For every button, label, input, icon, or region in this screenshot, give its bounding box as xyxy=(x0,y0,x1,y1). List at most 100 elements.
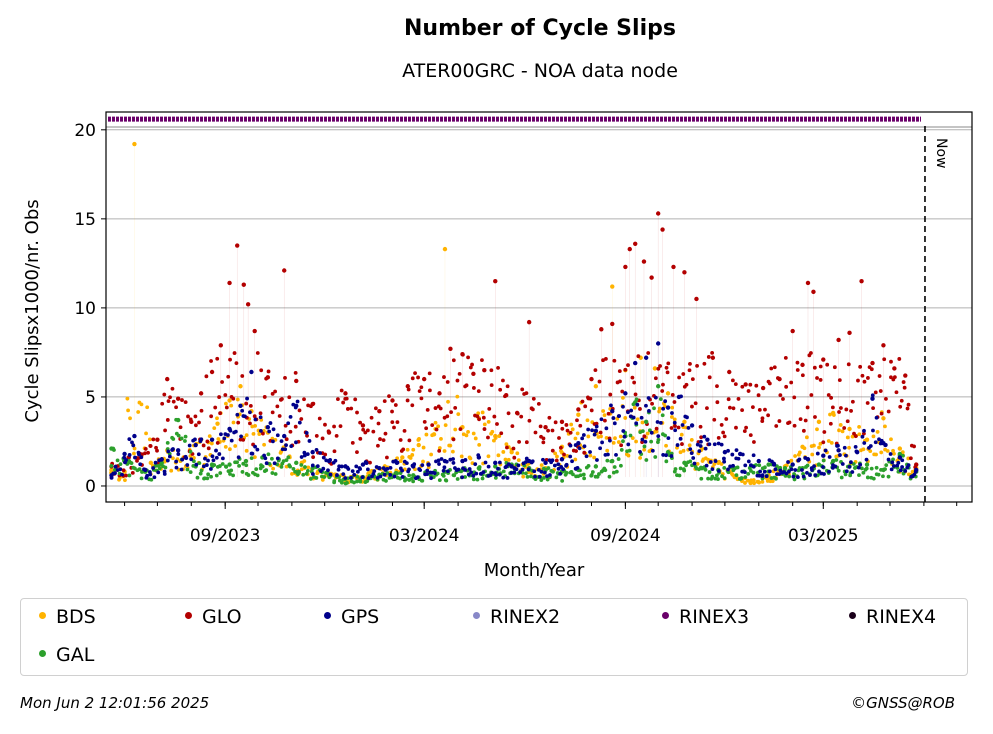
data-point-glo xyxy=(487,407,492,411)
data-point-bds xyxy=(229,403,234,408)
data-point-glo xyxy=(241,437,246,442)
data-point-glo xyxy=(884,396,888,401)
data-point-glo xyxy=(716,436,721,440)
y-tick-label: 5 xyxy=(85,388,96,408)
data-point-gps xyxy=(124,458,129,462)
data-point-gal xyxy=(229,468,234,473)
data-point-gps xyxy=(446,469,450,474)
data-point-gps xyxy=(131,443,136,448)
data-point-bds xyxy=(800,444,805,449)
x-tick-label: 03/2024 xyxy=(389,526,460,546)
data-point-glo xyxy=(682,270,687,275)
data-point-gps xyxy=(762,469,767,474)
data-point-bds xyxy=(874,452,878,457)
data-point-bds xyxy=(634,439,638,444)
data-point-gal xyxy=(642,444,647,449)
data-point-bds xyxy=(429,452,434,457)
data-point-gal xyxy=(628,433,633,438)
data-point-gps xyxy=(339,464,344,469)
data-point-glo xyxy=(757,407,762,412)
data-point-bds xyxy=(416,442,421,448)
data-point-gps xyxy=(726,448,730,453)
data-point-glo xyxy=(244,401,249,406)
data-point-gps xyxy=(629,408,634,413)
data-point-glo xyxy=(687,368,692,373)
data-point-glo xyxy=(658,364,662,368)
data-point-glo xyxy=(174,405,178,410)
data-point-glo xyxy=(339,388,344,393)
data-point-bds xyxy=(689,437,694,442)
data-point-gps xyxy=(451,461,456,465)
data-point-bds xyxy=(117,476,122,481)
data-point-bds xyxy=(892,451,896,456)
data-point-glo xyxy=(881,343,886,348)
data-point-gps xyxy=(304,431,309,435)
data-point-gal xyxy=(539,478,544,483)
data-point-glo xyxy=(826,393,831,397)
data-point-glo xyxy=(693,401,698,406)
data-point-glo xyxy=(332,449,337,454)
data-point-glo xyxy=(358,420,363,425)
data-point-gps xyxy=(442,465,447,470)
data-point-glo xyxy=(879,411,884,416)
data-point-bds xyxy=(433,420,438,425)
data-point-glo xyxy=(482,427,487,431)
data-point-glo xyxy=(155,448,159,453)
data-point-glo xyxy=(847,330,852,336)
data-point-bds xyxy=(793,454,797,458)
data-point-glo xyxy=(736,397,741,401)
data-point-bds xyxy=(638,455,643,460)
data-point-gps xyxy=(661,406,666,411)
data-point-gal xyxy=(149,477,154,482)
data-point-gps xyxy=(797,457,802,462)
data-point-glo xyxy=(248,421,252,426)
data-point-glo xyxy=(597,379,602,384)
data-point-gps xyxy=(812,464,816,469)
data-point-glo xyxy=(314,434,319,438)
data-point-gal xyxy=(437,478,442,483)
data-point-gal xyxy=(644,458,649,462)
data-point-bds xyxy=(109,467,114,473)
data-point-gps xyxy=(868,444,873,448)
data-point-glo xyxy=(710,355,716,360)
data-point-glo xyxy=(800,373,805,378)
data-point-gps xyxy=(821,453,826,458)
data-point-bds xyxy=(570,427,575,432)
data-point-bds xyxy=(306,465,311,470)
data-point-bds xyxy=(224,401,228,406)
data-point-glo xyxy=(143,447,148,451)
data-point-glo xyxy=(702,361,707,366)
data-point-glo xyxy=(358,436,363,441)
data-point-glo xyxy=(821,440,826,445)
data-point-gps xyxy=(258,428,263,433)
data-point-gal xyxy=(821,458,826,463)
data-point-gps xyxy=(133,455,137,460)
data-point-gps xyxy=(533,474,537,479)
legend-label-rinex3: RINEX3 xyxy=(679,606,750,628)
data-point-gal xyxy=(218,471,223,475)
legend-label-bds: BDS xyxy=(56,606,96,628)
data-point-glo xyxy=(670,392,675,397)
data-point-gal xyxy=(444,478,449,483)
data-point-gal xyxy=(339,480,344,485)
data-point-gps xyxy=(214,455,219,460)
data-point-gal xyxy=(441,473,446,478)
data-point-gal xyxy=(240,470,245,474)
data-point-glo xyxy=(641,259,647,264)
data-point-glo xyxy=(430,423,435,428)
data-point-gal xyxy=(188,449,193,454)
data-point-gps xyxy=(490,470,494,475)
data-point-gps xyxy=(621,404,625,409)
data-point-gal xyxy=(869,466,874,471)
data-point-gps xyxy=(663,399,668,404)
data-point-gal xyxy=(140,470,144,474)
data-point-bds xyxy=(635,417,640,422)
data-point-gps xyxy=(265,425,271,430)
data-point-gps xyxy=(350,469,355,474)
data-point-glo xyxy=(897,357,902,361)
data-point-glo xyxy=(183,400,188,405)
data-point-glo xyxy=(215,356,220,361)
data-point-glo xyxy=(293,370,298,375)
data-point-gal xyxy=(288,464,292,469)
data-point-bds xyxy=(144,431,148,436)
